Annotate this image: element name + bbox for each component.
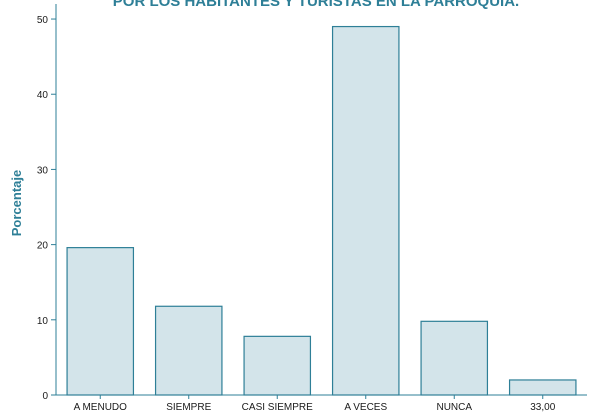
x-tick-label-33-00: 33,00 xyxy=(530,402,555,413)
bar-casi-siempre xyxy=(243,335,312,396)
plot-area: 0 10 20 30 40 50 A MENUDO SIEMPRE CASI SIEMPRE A … xyxy=(37,4,587,413)
bar-33-00 xyxy=(508,379,577,396)
bar-a-veces xyxy=(331,25,400,396)
bar-nunca xyxy=(420,320,489,396)
x-tick-label-casi-siempre: CASI SIEMPRE xyxy=(242,402,313,413)
x-tick-label-siempre: SIEMPRE xyxy=(166,402,211,413)
y-tick-label-40: 40 xyxy=(37,90,49,101)
y-axis-label: Porcentaje xyxy=(9,170,24,236)
y-tick-label-50: 50 xyxy=(37,15,49,26)
bar-a-menudo xyxy=(66,247,135,396)
y-tick-label-0: 0 xyxy=(42,391,48,402)
y-tick-label-20: 20 xyxy=(37,241,49,252)
x-tick-label-a-menudo: A MENUDO xyxy=(74,402,128,413)
bar-siempre xyxy=(154,305,223,396)
x-tick-label-a-veces: A VECES xyxy=(344,402,387,413)
chart-title: POR LOS HABITANTES Y TURISTAS EN LA PARR… xyxy=(113,0,519,10)
y-tick-label-10: 10 xyxy=(37,316,49,327)
y-tick-label-30: 30 xyxy=(37,165,49,176)
x-tick-label-nunca: NUNCA xyxy=(436,402,472,413)
